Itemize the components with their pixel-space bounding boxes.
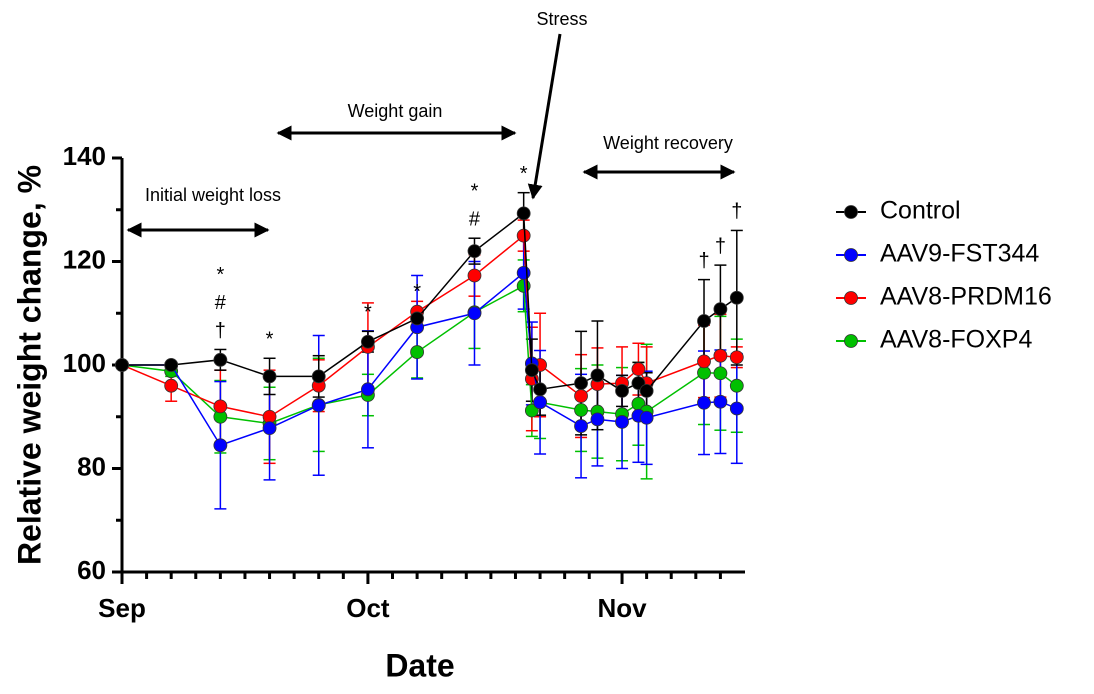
data-point <box>361 334 375 349</box>
significance-marker: * <box>266 329 274 351</box>
data-point <box>729 401 744 416</box>
data-point <box>213 352 228 367</box>
significance-marker: † <box>731 201 742 223</box>
data-point <box>631 362 646 377</box>
data-point <box>516 265 531 280</box>
data-point <box>524 403 539 418</box>
data-point <box>729 290 744 305</box>
y-tick-label: 80 <box>77 451 106 481</box>
significance-marker: † <box>698 250 709 272</box>
x-tick-label: Oct <box>346 593 390 623</box>
data-point <box>410 345 425 359</box>
data-point <box>574 376 588 391</box>
y-tick-label: 100 <box>63 348 106 378</box>
legend-marker <box>844 205 858 219</box>
legend-marker <box>844 248 858 262</box>
y-tick-label: 140 <box>63 141 106 171</box>
stress-arrow <box>527 33 562 200</box>
data-point <box>697 314 711 328</box>
data-point <box>574 419 588 433</box>
significance-marker: # <box>215 292 227 314</box>
phase-label: Weight recovery <box>603 133 733 153</box>
data-point <box>574 389 588 403</box>
data-point <box>615 383 629 398</box>
data-point <box>713 348 728 363</box>
x-tick-label: Nov <box>597 593 647 623</box>
x-axis-title: Date <box>385 647 454 683</box>
significance-marker: * <box>364 302 372 324</box>
stress-label: Stress <box>536 9 587 29</box>
data-point <box>516 228 531 243</box>
data-point <box>590 368 605 383</box>
data-point <box>164 358 179 372</box>
data-point <box>115 358 129 372</box>
data-point <box>713 302 728 317</box>
data-point <box>361 382 375 397</box>
data-point <box>729 350 744 365</box>
data-point <box>516 206 531 221</box>
data-point <box>410 311 425 326</box>
y-tick-label: 60 <box>77 555 106 585</box>
significance-marker: * <box>413 281 421 303</box>
legend-marker <box>844 291 858 305</box>
data-point <box>590 412 605 427</box>
x-tick-label: Sep <box>98 593 146 623</box>
data-point <box>213 438 228 453</box>
legend-label: AAV8-FOXP4 <box>880 326 1032 354</box>
data-point <box>639 383 654 398</box>
data-point <box>262 369 277 384</box>
data-point <box>311 398 326 413</box>
data-point <box>311 369 326 384</box>
data-point <box>639 410 654 425</box>
data-point <box>713 394 728 409</box>
data-point <box>713 366 728 381</box>
legend-label: AAV9-FST344 <box>880 240 1039 268</box>
y-axis-title: Relative weight change, % <box>11 165 47 565</box>
data-point <box>213 399 228 414</box>
data-point <box>729 378 744 393</box>
legend-label: AAV8-PRDM16 <box>880 283 1052 311</box>
data-point <box>164 378 179 393</box>
significance-marker: * <box>471 180 479 202</box>
significance-marker: * <box>520 163 528 185</box>
data-point <box>467 244 482 259</box>
data-point <box>533 382 547 397</box>
phase-label: Weight gain <box>348 101 443 121</box>
significance-marker: # <box>469 208 481 230</box>
data-point <box>697 354 711 369</box>
legend-marker <box>844 334 858 348</box>
data-point <box>615 415 629 429</box>
significance-marker: † <box>715 235 726 257</box>
significance-marker: † <box>215 320 226 342</box>
data-point <box>524 363 539 378</box>
y-tick-label: 120 <box>63 244 106 274</box>
data-point <box>574 403 588 417</box>
phase-label: Initial weight loss <box>145 185 281 205</box>
significance-marker: * <box>216 264 224 286</box>
data-point <box>533 395 547 410</box>
data-point <box>467 268 482 283</box>
legend-label: Control <box>880 197 961 225</box>
data-point <box>467 306 482 321</box>
data-point <box>697 395 711 410</box>
data-point <box>262 421 277 436</box>
